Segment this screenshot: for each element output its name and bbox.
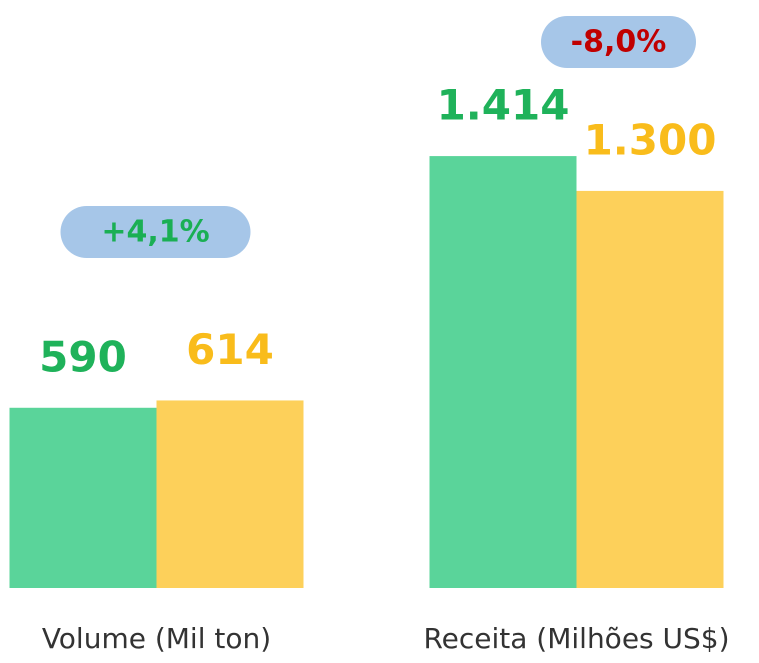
annotation-pill	[541, 16, 696, 68]
bar	[429, 156, 577, 588]
value-label: 590	[39, 332, 127, 381]
value-label: 1.300	[584, 115, 717, 164]
bar	[576, 190, 724, 588]
value-label: 614	[186, 325, 274, 374]
annotation: -8,0%	[571, 25, 667, 60]
bar	[156, 400, 304, 588]
annotation-pill	[60, 206, 251, 258]
x-tick-label: Receita (Milhões US$)	[423, 622, 729, 655]
value-label: 1.414	[437, 81, 570, 130]
x-tick-label: Volume (Mil ton)	[42, 622, 271, 655]
bar	[9, 407, 157, 588]
annotation: +4,1%	[101, 215, 209, 250]
